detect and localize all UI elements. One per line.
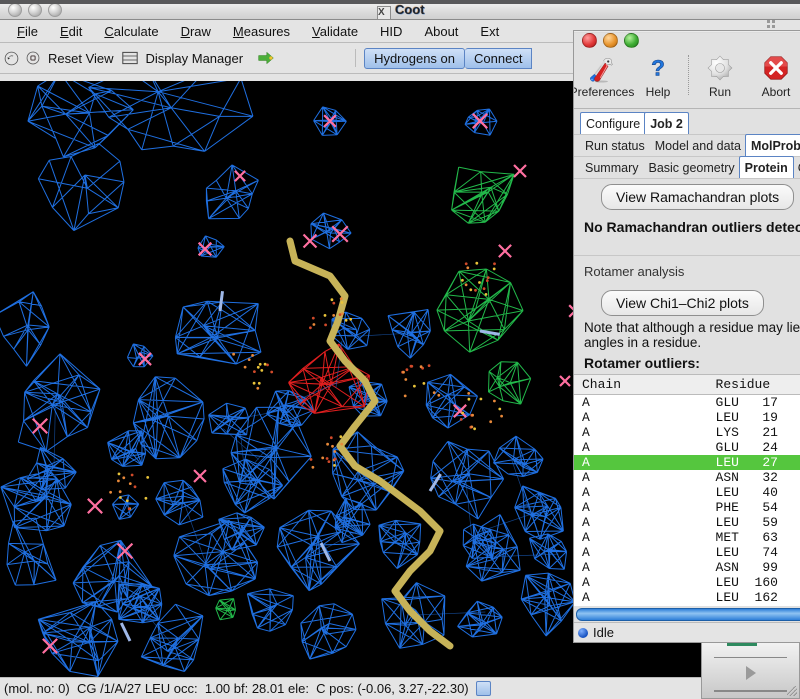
svg-text:?: ? xyxy=(651,56,665,81)
